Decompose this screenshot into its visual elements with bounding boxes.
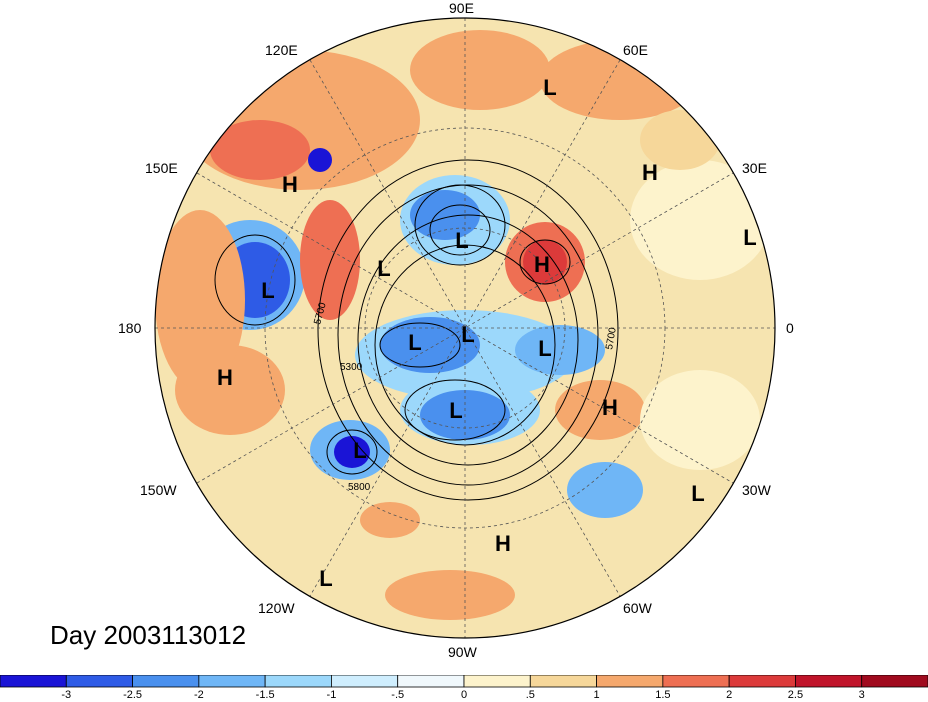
colorbar-box — [264, 675, 332, 688]
colorbar-tick-label: -2.5 — [123, 689, 143, 701]
pressure-center-low: L — [461, 322, 474, 347]
pressure-center-low: L — [408, 330, 421, 355]
pressure-center-high: H — [642, 160, 658, 185]
longitude-label-120e: 120E — [265, 42, 298, 58]
colorbar-tick-label: -3 — [61, 689, 72, 701]
contour-label: 5700 — [604, 326, 619, 350]
pressure-center-low: L — [543, 75, 556, 100]
colorbar-tick-label: 2.5 — [787, 689, 804, 701]
longitude-label-180: 180 — [118, 320, 142, 336]
colorbar-tick-label: .5 — [525, 689, 535, 701]
pressure-center-low: L — [377, 256, 390, 281]
longitude-label-90e: 90E — [449, 0, 474, 16]
colorbar-tick-label: 0 — [460, 689, 468, 701]
longitude-label-90w: 90W — [448, 644, 477, 660]
longitude-label-150e: 150E — [145, 160, 178, 176]
longitude-label-30e: 30E — [742, 160, 767, 176]
day-label: Day 2003113012 — [50, 620, 247, 650]
pressure-center-low: L — [353, 438, 366, 463]
colorbar-tick-label: 3 — [858, 689, 865, 701]
pressure-center-high: H — [495, 531, 511, 556]
longitude-label-60e: 60E — [623, 42, 648, 58]
pressure-center-high: H — [602, 395, 618, 420]
pressure-center-low: L — [538, 336, 551, 361]
colorbar-box — [331, 675, 399, 688]
colorbar-tick-label: 1 — [593, 689, 600, 701]
pressure-center-low: L — [261, 278, 274, 303]
colorbar-tick-label: -.5 — [391, 689, 405, 701]
longitude-label-0: 0 — [786, 320, 794, 336]
pressure-center-high: H — [282, 172, 298, 197]
colorbar-box — [463, 675, 531, 688]
colorbar-box — [662, 675, 730, 688]
map-boundary — [154, 17, 776, 639]
colorbar-tick-label: -1 — [326, 689, 337, 701]
longitude-label-60w: 60W — [623, 600, 652, 616]
colorbar — [0, 675, 928, 688]
colorbar-box — [0, 675, 67, 688]
pressure-center-low: L — [691, 481, 704, 506]
pressure-center-low: L — [449, 398, 462, 423]
longitude-label-120w: 120W — [258, 600, 295, 616]
contour-label: 5300 — [340, 362, 363, 373]
contour-label: 5800 — [348, 482, 371, 493]
graticule — [155, 18, 775, 638]
colorbar-box — [132, 675, 200, 688]
colorbar-tick-label: -1.5 — [255, 689, 275, 701]
colorbar-box — [198, 675, 266, 688]
colorbar-tick-label: -2 — [193, 689, 204, 701]
colorbar-tick-label: 2 — [726, 689, 733, 701]
colorbar-tick-label: 1.5 — [655, 689, 671, 701]
pressure-center-low: L — [743, 225, 756, 250]
colorbar-box — [65, 675, 133, 688]
longitude-label-150w: 150W — [140, 482, 177, 498]
colorbar-box — [596, 675, 664, 688]
pressure-center-high: H — [217, 365, 233, 390]
pressure-center-high: H — [534, 252, 550, 277]
longitude-label-30w: 30W — [742, 482, 771, 498]
pressure-center-low: L — [319, 566, 332, 591]
colorbar-box — [795, 675, 863, 688]
colorbar-box — [397, 675, 465, 688]
colorbar-box — [861, 675, 928, 688]
colorbar-box — [728, 675, 796, 688]
pressure-center-low: L — [455, 228, 468, 253]
colorbar-box — [529, 675, 597, 688]
